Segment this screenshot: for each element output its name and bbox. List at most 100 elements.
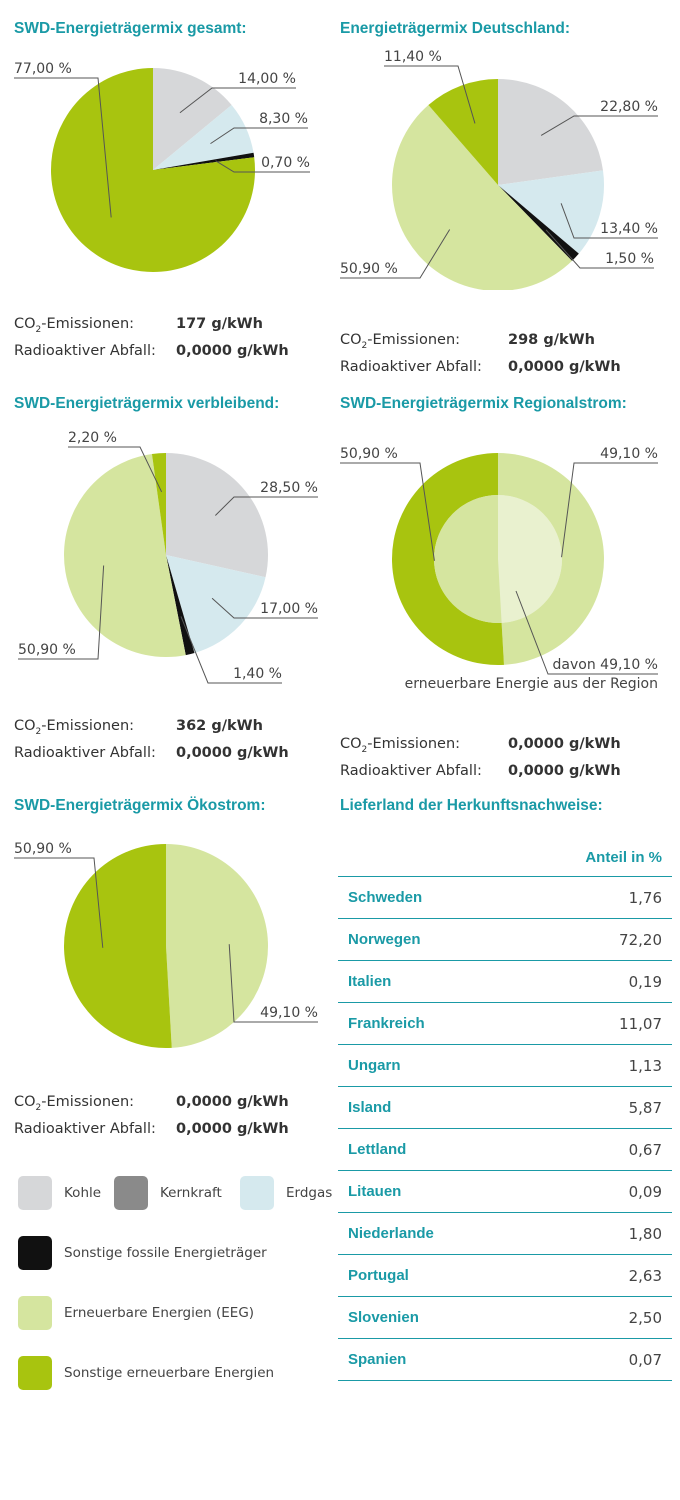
table-row: Ungarn 1,13 xyxy=(338,1044,672,1087)
legend-label: Sonstige erneuerbare Energien xyxy=(64,1365,275,1381)
country-cell: Italien xyxy=(338,960,548,1003)
callout-line xyxy=(560,203,658,239)
callout-line xyxy=(180,616,282,684)
value-cell: 2,63 xyxy=(547,1254,672,1297)
value-cell: 0,09 xyxy=(547,1170,672,1213)
pie-slice xyxy=(153,68,232,170)
waste-label: Radioaktiver Abfall: xyxy=(340,762,482,779)
slice-label: 49,10 % xyxy=(600,446,658,462)
co2-label: CO2-Emissionen: xyxy=(14,316,135,335)
value-cell: 11,07 xyxy=(547,1002,672,1045)
waste-value: 0,0000 g/kWh xyxy=(508,358,621,375)
pie-slice xyxy=(166,555,195,656)
country-cell: Litauen xyxy=(338,1170,548,1213)
country-cell: Schweden xyxy=(338,876,548,919)
legend-swatch xyxy=(18,1356,52,1390)
slice-label: 77,00 % xyxy=(14,61,72,77)
slice-label: 11,40 % xyxy=(384,49,442,65)
pie-slice xyxy=(498,79,603,185)
slice-label: 28,50 % xyxy=(260,480,318,496)
donut-inner-rest xyxy=(434,495,502,623)
lieferland-table: Anteil in % Schweden 1,76 Norwegen 72,20 I… xyxy=(338,838,672,1381)
legend-label: Sonstige fossile Energieträger xyxy=(64,1245,267,1261)
value-cell: 0,19 xyxy=(547,960,672,1003)
legend-item-sonstige-erneuerbare: Sonstige erneuerbare Energien xyxy=(18,1356,274,1390)
chart-title-oekostrom: SWD-Energieträgermix Ökostrom: xyxy=(14,797,266,814)
callout-line xyxy=(384,65,476,124)
pie-chart-oekostrom: 49,10 % 50,90 % xyxy=(14,841,318,1048)
value-cell: 1,13 xyxy=(547,1044,672,1087)
legend-label: Erdgas xyxy=(286,1185,333,1201)
slice-label: 14,00 % xyxy=(238,71,296,87)
country-cell: Lettland xyxy=(338,1128,548,1171)
co2-label: CO2-Emissionen: xyxy=(340,332,461,351)
table-row: Lettland 0,67 xyxy=(338,1128,672,1171)
co2-value: 0,0000 g/kWh xyxy=(508,736,621,752)
pie-slice xyxy=(64,844,172,1048)
emissions-oekostrom: CO2-Emissionen: 0,0000 g/kWh Radioaktiver… xyxy=(14,1092,334,1140)
chart-title-deutschland: Energieträgermix Deutschland: xyxy=(340,20,570,37)
value-cell: 2,50 xyxy=(547,1296,672,1339)
donut-chart-regionalstrom: davon 49,10 % 49,10 % 50,90 % xyxy=(340,446,658,675)
slice-label: 0,70 % xyxy=(261,155,310,171)
country-cell: Niederlande xyxy=(338,1212,548,1255)
table-row: Frankreich 11,07 xyxy=(338,1002,672,1045)
slice-label: 50,90 % xyxy=(340,261,398,277)
co2-label: CO2-Emissionen: xyxy=(14,1094,135,1113)
country-cell: Portugal xyxy=(338,1254,548,1297)
table-row: Italien 0,19 xyxy=(338,960,672,1003)
table-row: Slovenien 2,50 xyxy=(338,1296,672,1339)
slice-label: 1,40 % xyxy=(233,666,282,682)
pie-slice xyxy=(64,453,186,657)
legend-label: Erneuerbare Energien (EEG) xyxy=(64,1305,255,1321)
table-row: Litauen 0,09 xyxy=(338,1170,672,1213)
legend-label: Kohle xyxy=(64,1185,102,1201)
country-cell: Norwegen xyxy=(338,918,548,961)
chart-title-gesamt: SWD-Energieträgermix gesamt: xyxy=(14,20,247,37)
pie-slice xyxy=(166,844,269,1048)
table-row: Norwegen 72,20 xyxy=(338,918,672,961)
emissions-deutschland: CO2-Emissionen: 298 g/kWh Radioaktiver Ab… xyxy=(340,330,670,378)
pie-slice xyxy=(153,104,254,170)
emissions-gesamt: CO2-Emissionen: 177 g/kWh Radioaktiver Ab… xyxy=(14,314,334,362)
legend-item-eeg: Erneuerbare Energien (EEG) xyxy=(18,1296,254,1330)
country-cell: Ungarn xyxy=(338,1044,548,1087)
pie-slice xyxy=(498,170,604,254)
waste-label: Radioaktiver Abfall: xyxy=(340,358,482,375)
table-row: Portugal 2,63 xyxy=(338,1254,672,1297)
legend-swatch xyxy=(18,1176,52,1210)
slice-label: 49,10 % xyxy=(260,1005,318,1021)
callout-line xyxy=(215,496,318,516)
table-title-lieferland: Lieferland der Herkunftsnachweise: xyxy=(340,797,603,814)
emissions-regionalstrom: CO2-Emissionen: 0,0000 g/kWh Radioaktiver… xyxy=(340,734,670,782)
callout-line xyxy=(340,462,435,561)
callout-line xyxy=(561,462,658,558)
waste-label: Radioaktiver Abfall: xyxy=(14,744,156,761)
waste-value: 0,0000 g/kWh xyxy=(176,342,289,359)
regional-note: erneuerbare Energie aus der Region xyxy=(404,676,658,692)
slice-label: 22,80 % xyxy=(600,99,658,115)
co2-value: 0,0000 g/kWh xyxy=(176,1094,289,1110)
slice-label: 1,50 % xyxy=(605,251,654,267)
slice-label: 13,40 % xyxy=(600,221,658,237)
callout-line xyxy=(215,160,310,173)
callout-line xyxy=(14,857,104,948)
value-cell: 72,20 xyxy=(547,918,672,961)
value-cell: 1,80 xyxy=(547,1212,672,1255)
callout-line xyxy=(179,87,296,114)
country-cell: Slovenien xyxy=(338,1296,548,1339)
pie-slice xyxy=(392,105,573,290)
pie-slice xyxy=(166,453,269,578)
country-cell: Frankreich xyxy=(338,1002,548,1045)
slice-label: 17,00 % xyxy=(260,601,318,617)
pie-chart-deutschland: 22,80 % 13,40 % 1,50 % 50,90 % 11,40 % xyxy=(340,49,658,290)
legend-swatch xyxy=(18,1296,52,1330)
co2-label: CO2-Emissionen: xyxy=(340,736,461,755)
legend-label: Kernkraft xyxy=(160,1185,222,1201)
co2-value: 362 g/kWh xyxy=(176,718,263,734)
table-header-row: Anteil in % xyxy=(338,838,672,877)
waste-label: Radioaktiver Abfall: xyxy=(14,342,156,359)
table-row: Schweden 1,76 xyxy=(338,876,672,919)
legend-item-erdgas: Erdgas xyxy=(240,1176,332,1210)
callout-line xyxy=(210,127,308,145)
